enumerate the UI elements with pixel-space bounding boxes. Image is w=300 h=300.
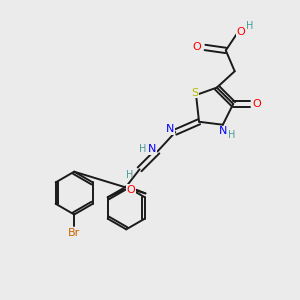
Text: O: O [237,27,246,37]
Text: O: O [126,185,135,195]
Text: Br: Br [68,228,80,238]
Text: H: H [126,170,134,180]
Text: H: H [247,21,254,31]
Text: H: H [140,144,147,154]
Text: O: O [253,99,261,109]
Text: S: S [191,88,198,98]
Text: N: N [166,124,174,134]
Text: H: H [228,130,236,140]
Text: N: N [148,144,156,154]
Text: N: N [219,126,228,136]
Text: O: O [192,43,201,52]
